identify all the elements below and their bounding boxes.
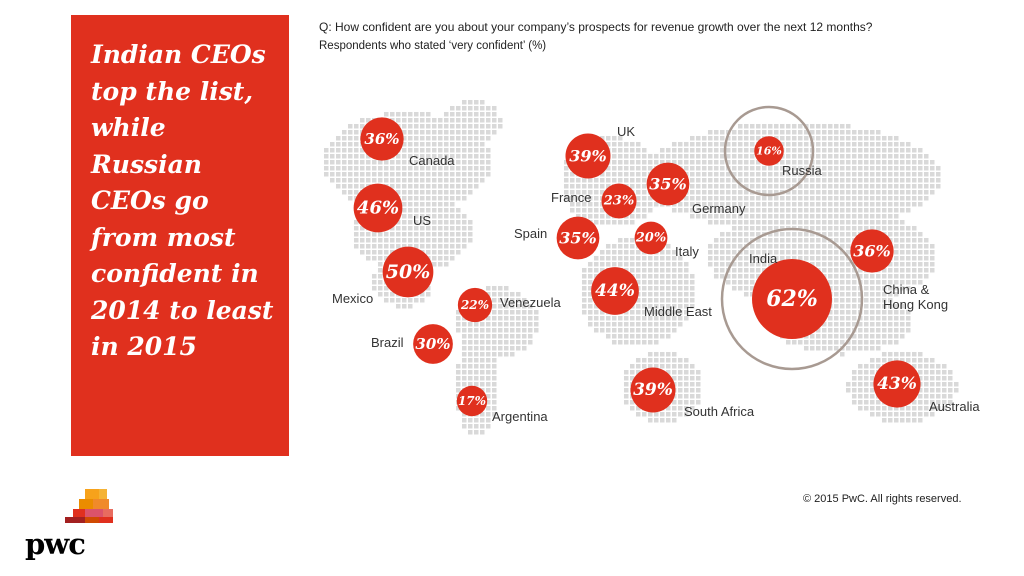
highlight-ring-india: [720, 227, 864, 371]
bubble-france: [601, 183, 637, 219]
bubble-value-italy: 20%: [635, 231, 666, 246]
bubble-value-germany: 35%: [649, 175, 686, 194]
headline: Indian CEOs top the list, while Russian …: [91, 40, 274, 361]
bubble-value-middle-east: 44%: [595, 281, 635, 301]
label-italy: Italy: [675, 244, 699, 259]
label-mexico: Mexico: [332, 291, 374, 306]
bubble-value-australia: 43%: [877, 374, 917, 394]
bubble-value-russia: 16%: [756, 145, 782, 158]
chart-subtitle: Respondents who stated ‘very confident’ …: [319, 40, 547, 52]
highlight-rings: [720, 105, 864, 371]
bubble-brazil: [413, 324, 453, 364]
label-middle-east: Middle East: [644, 304, 712, 319]
bubble-value-india: 62%: [766, 286, 818, 312]
bubble-value-south-africa: 39%: [633, 380, 673, 400]
label-canada: Canada: [409, 153, 455, 168]
bubble-russia: [754, 136, 784, 166]
label-france: France: [551, 190, 592, 205]
label-venezuela: Venezuela: [500, 295, 561, 310]
bubble-us: [353, 183, 403, 233]
label-us: US: [413, 213, 432, 228]
bubble-venezuela: [457, 287, 493, 323]
label-south-africa: South Africa: [684, 404, 755, 419]
bubble-germany: [646, 162, 690, 206]
headline-panel: Indian CEOs top the list, while Russian …: [71, 15, 289, 456]
bubble-china-hong-kong: [850, 229, 894, 273]
bubble-argentina: [456, 385, 488, 417]
survey-question: Q: How confident are you about your comp…: [319, 20, 873, 34]
pwc-logo-text: pwc: [25, 527, 86, 561]
bubble-italy: [634, 221, 668, 255]
bubble-value-france: 23%: [603, 194, 634, 209]
bubble-mexico: [382, 246, 434, 298]
bubble-value-us: 46%: [357, 198, 399, 219]
bubble-india: [752, 259, 832, 339]
label-china-line2: Hong Kong: [883, 297, 949, 312]
bubble-value-spain: 35%: [559, 229, 596, 248]
bubble-value-argentina: 17%: [458, 394, 486, 408]
copyright-notice: © 2015 PwC. All rights reserved.: [803, 493, 962, 505]
label-spain: Spain: [514, 226, 548, 241]
bubble-value-brazil: 30%: [415, 335, 450, 353]
label-china-line1: China &: [883, 282, 930, 297]
pwc-logo-mark: [65, 489, 113, 523]
value-bubbles: 36% 46% 50% 22% 30% 17% 39% 23% 35% 35% 20% 44% 39% 1…: [353, 117, 921, 417]
bubble-value-china-hong-kong: 36%: [853, 242, 890, 261]
label-australia: Australia: [929, 399, 980, 414]
bubble-australia: [873, 360, 921, 408]
label-brazil: Brazil: [371, 335, 404, 350]
label-india: India: [749, 251, 778, 266]
label-germany: Germany: [692, 201, 746, 216]
bubble-value-mexico: 50%: [386, 261, 431, 283]
bubble-spain: [556, 216, 600, 260]
bubble-south-africa: [630, 367, 676, 413]
bubble-uk: [565, 133, 611, 179]
highlight-ring-russia: [723, 105, 815, 197]
bubble-value-venezuela: 22%: [460, 298, 489, 312]
label-russia: Russia: [782, 163, 822, 178]
label-uk: UK: [617, 124, 636, 139]
bubble-canada: [360, 117, 404, 161]
bubble-middle-east: [591, 267, 639, 315]
bubble-value-canada: 36%: [364, 130, 399, 148]
label-argentina: Argentina: [492, 409, 548, 424]
bubble-value-uk: 39%: [569, 147, 606, 166]
